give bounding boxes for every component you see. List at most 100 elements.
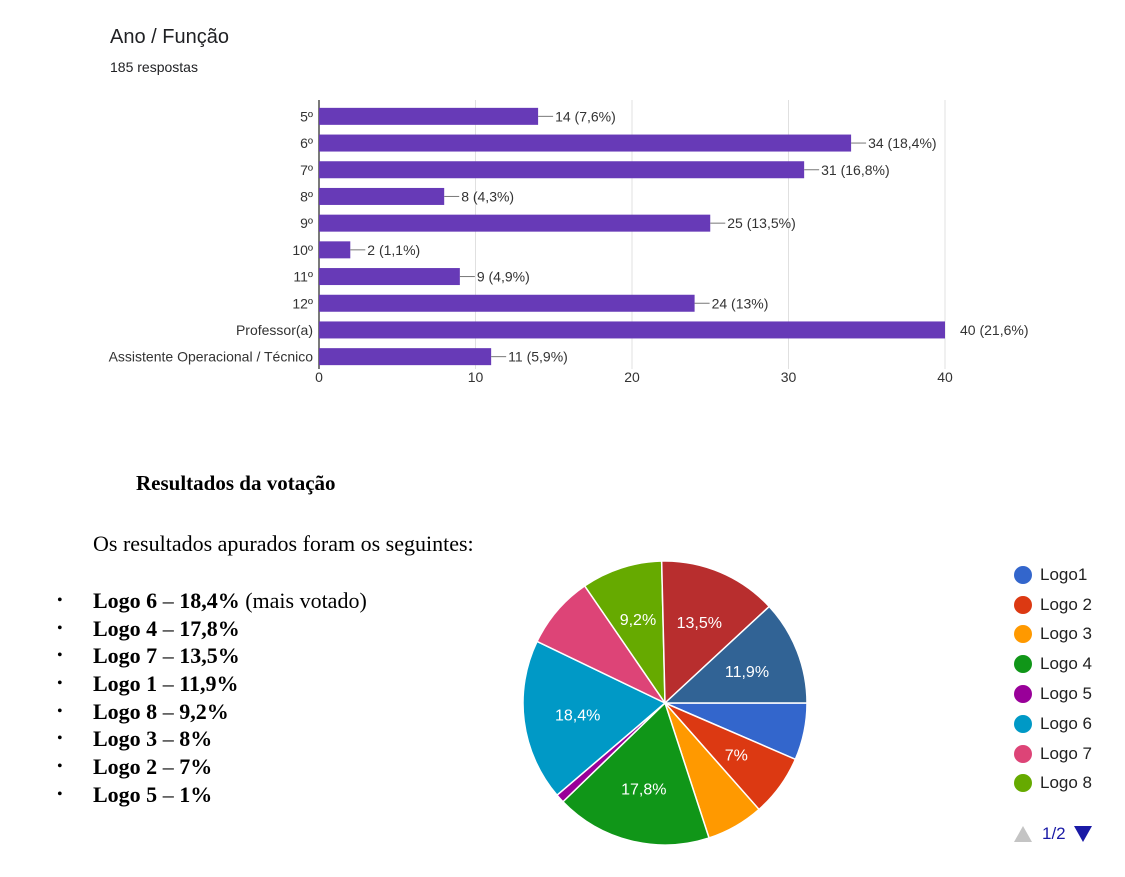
legend-item: Logo 5 xyxy=(1014,679,1092,709)
triangle-up-icon[interactable] xyxy=(1014,826,1032,842)
bullet: • xyxy=(57,730,63,748)
legend-swatch xyxy=(1014,655,1032,674)
category-label: 10º xyxy=(292,242,313,258)
data-label: 31 (16,8%) xyxy=(821,162,889,178)
x-tick-label: 10 xyxy=(468,369,484,385)
data-label: 34 (18,4%) xyxy=(868,135,936,151)
legend-pager: 1/2 xyxy=(1014,824,1092,844)
bar xyxy=(319,107,539,125)
category-label: 8º xyxy=(300,188,313,204)
bar xyxy=(319,268,460,286)
bullet: • xyxy=(57,675,63,693)
x-tick-label: 30 xyxy=(781,369,797,385)
data-label: 8 (4,3%) xyxy=(461,188,514,204)
legend-swatch xyxy=(1014,565,1032,584)
result-dash: – xyxy=(157,726,180,752)
legend-swatch xyxy=(1014,625,1032,644)
result-name: Logo 8 xyxy=(93,698,158,724)
data-label: 11 (5,9%) xyxy=(508,349,568,365)
bar-chart: 0 10 20 30 40 5º 14 (7,6%) 6º 34 (18,4%) 7º 31 (16… xyxy=(109,100,1028,385)
legend-item: Logo 4 xyxy=(1014,649,1092,679)
result-dash: – xyxy=(157,781,180,807)
bar xyxy=(319,241,351,259)
category-label: Assistente Operacional / Técnico xyxy=(109,349,314,365)
list-item: • Logo 6 – 18,4% (mais votado) xyxy=(57,587,367,615)
list-item: • Logo 7 – 13,5% xyxy=(57,642,367,670)
bar xyxy=(319,294,695,312)
legend-item: Logo 8 xyxy=(1014,769,1092,799)
legend-label: Logo 8 xyxy=(1040,773,1092,793)
result-value: 17,8% xyxy=(179,615,240,641)
list-item: • Logo 8 – 9,2% xyxy=(57,698,367,726)
section-heading: Resultados da votação xyxy=(136,471,336,495)
bullet: • xyxy=(57,592,63,609)
legend-swatch xyxy=(1014,774,1032,793)
result-dash: – xyxy=(157,698,180,724)
response-count: 185 respostas xyxy=(110,59,198,75)
slice-label: 13,5% xyxy=(677,615,722,632)
slice-label: 7% xyxy=(725,748,748,765)
legend-item: Logo1 xyxy=(1014,560,1092,590)
result-value: 11,9% xyxy=(179,671,239,697)
pie-slice xyxy=(561,701,710,846)
data-label: 25 (13,5%) xyxy=(727,215,795,231)
x-tick-label: 0 xyxy=(315,369,323,385)
list-item: • Logo 3 – 8% xyxy=(57,725,367,753)
result-note: (mais votado) xyxy=(239,588,367,613)
pie-slice xyxy=(660,560,771,705)
result-name: Logo 1 xyxy=(93,671,158,697)
pie-legend: Logo1 Logo 2 Logo 3 Logo 4 Logo 5 Logo 6 Logo … xyxy=(1014,560,1092,798)
category-label: 5º xyxy=(300,108,313,124)
list-item: • Logo 1 – 11,9% xyxy=(57,670,367,698)
category-label: 11º xyxy=(293,269,313,285)
legend-label: Logo 3 xyxy=(1040,624,1092,644)
legend-item: Logo 6 xyxy=(1014,709,1092,739)
result-value: 18,4% xyxy=(179,588,240,613)
result-dash: – xyxy=(157,615,180,641)
category-label: 9º xyxy=(300,215,313,231)
bar xyxy=(319,321,945,339)
legend-item: Logo 2 xyxy=(1014,590,1092,620)
legend-label: Logo 2 xyxy=(1040,594,1092,614)
list-item: • Logo 4 – 17,8% xyxy=(57,615,367,643)
legend-label: Logo 7 xyxy=(1040,743,1092,763)
data-label: 24 (13%) xyxy=(712,295,769,311)
data-label: 14 (7,6%) xyxy=(555,108,616,124)
pie-slice xyxy=(522,640,667,797)
pie-slice xyxy=(663,605,808,704)
slice-label: 18,4% xyxy=(555,707,600,724)
bullet: • xyxy=(57,758,63,776)
legend-label: Logo 4 xyxy=(1040,654,1092,674)
result-name: Logo 3 xyxy=(93,726,158,752)
result-value: 13,5% xyxy=(179,643,240,669)
result-name: Logo 6 xyxy=(93,588,158,613)
triangle-down-icon[interactable] xyxy=(1073,826,1092,842)
data-label: 9 (4,9%) xyxy=(477,269,530,285)
result-value: 8% xyxy=(179,726,213,752)
bar xyxy=(319,187,445,205)
list-item: • Logo 5 – 1% xyxy=(57,781,367,809)
result-value: 7% xyxy=(179,754,213,780)
bullet: • xyxy=(57,619,63,637)
pie-chart: 7% 17,8% 18,4% 9,2% 13,5% 11,9% xyxy=(522,560,808,846)
legend-item: Logo 3 xyxy=(1014,620,1092,650)
pager-text: 1/2 xyxy=(1042,824,1066,843)
result-name: Logo 2 xyxy=(93,754,158,780)
bar xyxy=(319,348,492,366)
x-tick-label: 20 xyxy=(624,369,640,385)
category-label: 12º xyxy=(292,295,313,311)
results-list: • Logo 6 – 18,4% (mais votado) • Logo 4 – 1… xyxy=(57,587,367,809)
bullet: • xyxy=(57,647,63,665)
bar xyxy=(319,134,852,152)
bullet: • xyxy=(57,702,63,720)
x-tick-label: 40 xyxy=(937,369,953,385)
category-label: 7º xyxy=(300,162,313,178)
result-value: 9,2% xyxy=(179,698,229,724)
pie-slice xyxy=(583,560,666,706)
slice-label: 17,8% xyxy=(621,781,666,798)
result-name: Logo 7 xyxy=(93,643,158,669)
slice-label: 9,2% xyxy=(620,612,656,629)
list-item: • Logo 2 – 7% xyxy=(57,753,367,781)
category-label: 6º xyxy=(300,135,313,151)
bar-chart-title: Ano / Função xyxy=(110,26,229,48)
